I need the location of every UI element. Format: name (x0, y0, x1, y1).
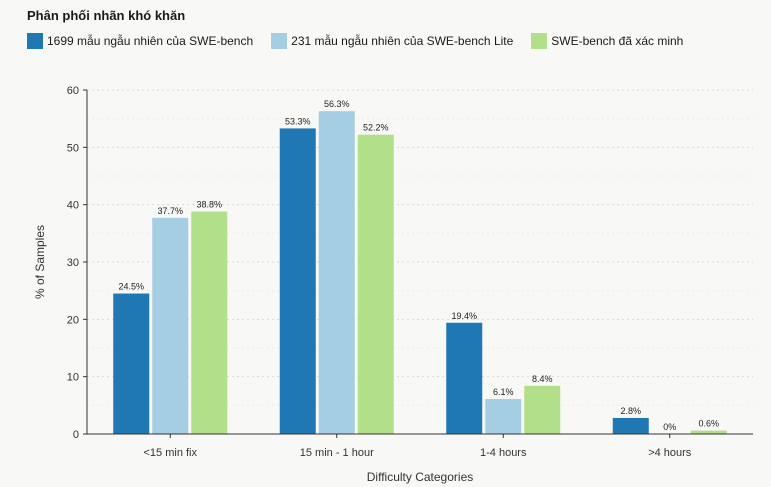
data-label-series-2-cat-1: 52.2% (363, 123, 389, 133)
x-tick-label: <15 min fix (144, 447, 198, 459)
bar-series-1-cat-2[interactable] (485, 399, 522, 434)
legend-swatch-series-0 (27, 33, 43, 49)
legend-label-series-1: 231 mẫu ngẫu nhiên của SWE-bench Lite (291, 34, 514, 48)
data-label-series-1-cat-2: 6.1% (493, 387, 514, 397)
data-label-series-1-cat-1: 56.3% (324, 99, 350, 109)
bar-series-0-cat-0[interactable] (113, 293, 150, 434)
legend-item-series-2[interactable]: SWE-bench đã xác minh (531, 33, 683, 49)
data-label-series-0-cat-3: 2.8% (620, 406, 641, 416)
data-labels-group: 24.5% 37.7% 38.8% 53.3% 56.3% 52.2% 19.4% 6.1% 8… (118, 99, 719, 432)
bar-series-2-cat-3[interactable] (690, 430, 727, 434)
y-axis-label: % of Samples (33, 225, 47, 299)
x-axis-label: Difficulty Categories (367, 470, 474, 484)
data-label-series-0-cat-1: 53.3% (285, 116, 311, 126)
x-tick-label: 15 min - 1 hour (300, 447, 374, 459)
bar-series-0-cat-2[interactable] (446, 322, 483, 434)
data-label-series-0-cat-2: 19.4% (451, 311, 477, 321)
data-label-series-1-cat-3: 0% (663, 422, 676, 432)
bars-group (113, 111, 727, 435)
x-tick-label: >4 hours (648, 447, 692, 459)
data-label-series-1-cat-0: 37.7% (157, 206, 183, 216)
y-tick-label: 10 (67, 372, 79, 384)
data-label-series-2-cat-0: 38.8% (196, 200, 222, 210)
legend-label-series-0: 1699 mẫu ngẫu nhiên của SWE-bench (47, 34, 254, 48)
bar-series-2-cat-1[interactable] (357, 134, 394, 434)
bar-series-0-cat-1[interactable] (279, 128, 316, 434)
bar-series-1-cat-0[interactable] (152, 217, 189, 434)
legend-label-series-2: SWE-bench đã xác minh (551, 34, 684, 48)
legend-swatch-series-1 (271, 33, 288, 49)
bar-series-2-cat-2[interactable] (524, 385, 561, 434)
y-ticks-group: 0 10 20 30 40 50 60 (67, 85, 87, 441)
y-tick-label: 40 (67, 200, 79, 212)
y-tick-label: 50 (67, 142, 79, 154)
bar-series-2-cat-0[interactable] (191, 211, 228, 434)
x-tick-label: 1-4 hours (480, 447, 527, 459)
chart-legend: 1699 mẫu ngẫu nhiên của SWE-bench 231 mẫ… (27, 33, 701, 49)
legend-item-series-0[interactable]: 1699 mẫu ngẫu nhiên của SWE-bench (27, 33, 253, 49)
y-tick-label: 0 (73, 429, 79, 441)
data-label-series-2-cat-2: 8.4% (532, 374, 553, 384)
x-ticks-group: <15 min fix 15 min - 1 hour 1-4 hours >4 ho… (144, 434, 692, 459)
bar-series-1-cat-1[interactable] (318, 111, 355, 435)
y-tick-label: 60 (67, 85, 79, 97)
y-tick-label: 20 (67, 314, 79, 326)
legend-swatch-series-2 (531, 33, 548, 49)
data-label-series-2-cat-3: 0.6% (698, 419, 719, 429)
data-label-series-0-cat-0: 24.5% (118, 282, 144, 292)
legend-item-series-1[interactable]: 231 mẫu ngẫu nhiên của SWE-bench Lite (271, 33, 513, 49)
y-tick-label: 30 (67, 257, 79, 269)
chart-title: Phân phối nhãn khó khăn (27, 8, 186, 23)
bar-series-0-cat-3[interactable] (612, 417, 649, 434)
